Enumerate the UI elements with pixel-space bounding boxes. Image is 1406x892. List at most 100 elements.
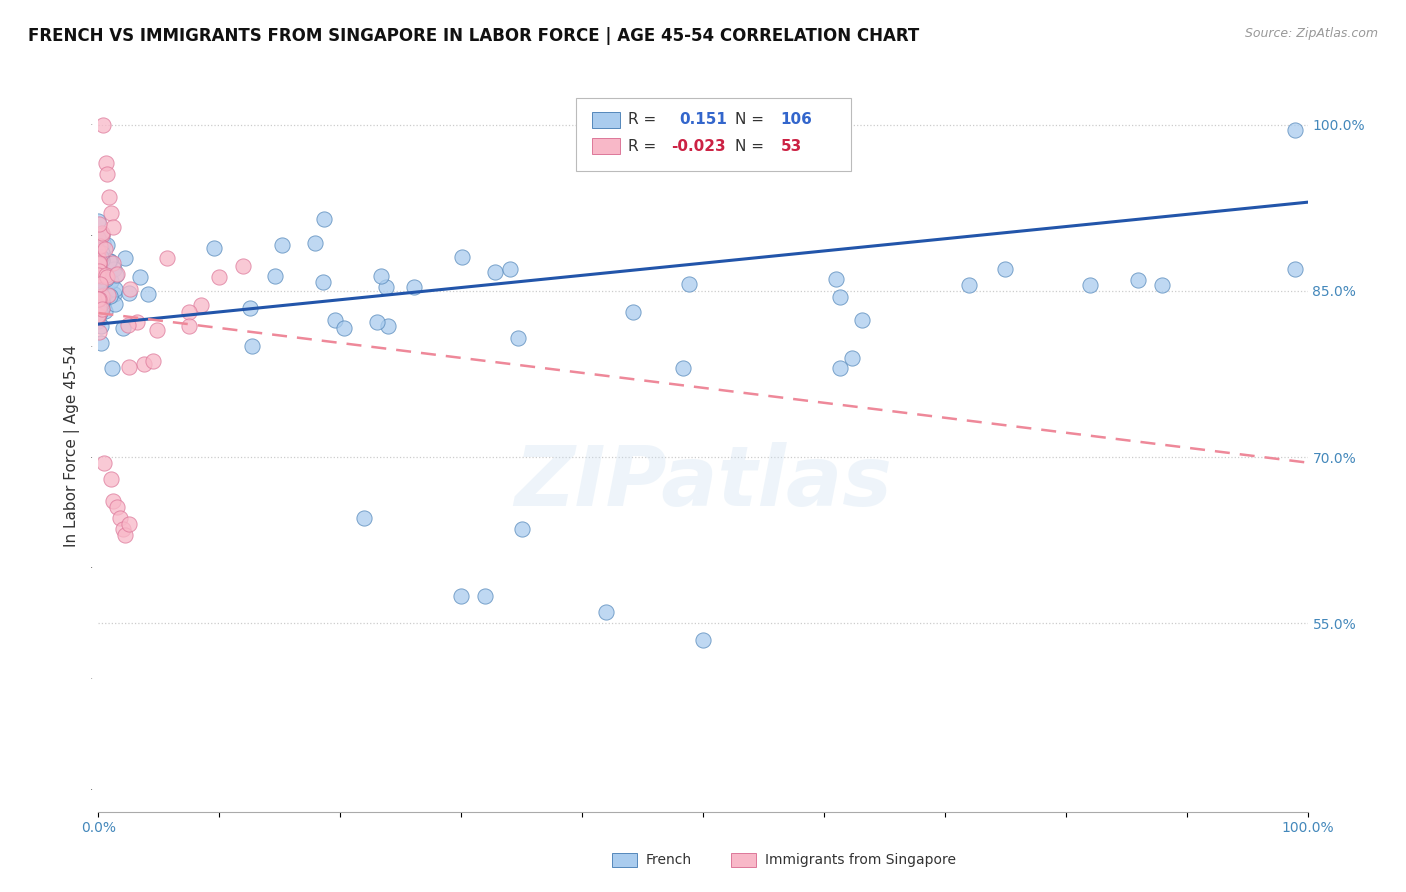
Point	[93, 242, 115, 256]
Point	[104, 268, 127, 283]
Point	[87, 308, 110, 322]
Point	[87, 314, 110, 328]
Point	[89, 295, 111, 310]
Point	[125, 316, 148, 330]
Point	[474, 589, 496, 603]
Point	[87, 325, 110, 339]
Point	[87, 281, 110, 295]
Point	[91, 273, 114, 287]
Point	[91, 228, 114, 243]
Point	[118, 286, 141, 301]
Point	[97, 288, 120, 302]
Text: ZIPatlas: ZIPatlas	[515, 442, 891, 523]
Point	[87, 262, 110, 277]
Point	[117, 318, 139, 332]
Point	[100, 206, 122, 220]
Point	[90, 283, 112, 297]
Point	[90, 335, 112, 350]
Point	[87, 255, 110, 269]
Point	[105, 267, 128, 281]
Point	[91, 272, 114, 286]
Point	[312, 211, 335, 226]
Point	[101, 220, 124, 235]
Point	[1152, 278, 1174, 293]
Point	[830, 360, 852, 375]
Point	[202, 241, 225, 255]
Point	[89, 306, 111, 320]
Point	[87, 272, 110, 286]
Point	[87, 293, 110, 307]
Point	[114, 251, 136, 265]
Point	[118, 516, 141, 531]
Point	[87, 256, 110, 270]
Point	[156, 251, 179, 265]
Point	[103, 286, 125, 301]
Point	[177, 318, 200, 333]
Point	[90, 289, 112, 303]
Point	[93, 291, 115, 305]
Text: French: French	[645, 853, 692, 867]
Point	[87, 256, 110, 270]
Point	[353, 511, 375, 525]
Point	[94, 272, 117, 286]
Point	[87, 259, 110, 273]
Point	[104, 282, 127, 296]
Point	[87, 256, 110, 270]
Point	[851, 313, 873, 327]
Point	[377, 318, 399, 333]
Point	[89, 239, 111, 253]
Point	[101, 361, 124, 376]
Y-axis label: In Labor Force | Age 45-54: In Labor Force | Age 45-54	[65, 345, 80, 547]
Point	[264, 268, 287, 283]
Point	[104, 297, 127, 311]
Point	[208, 269, 231, 284]
Point	[366, 315, 388, 329]
Point	[87, 231, 110, 245]
Point	[177, 305, 200, 319]
Point	[1284, 261, 1306, 276]
Text: 106: 106	[780, 112, 813, 127]
Text: R =: R =	[628, 139, 662, 153]
Point	[87, 244, 110, 258]
Point	[87, 288, 110, 302]
Point	[374, 279, 396, 293]
Point	[112, 321, 135, 335]
Point	[91, 294, 114, 309]
Point	[89, 250, 111, 264]
Point	[621, 304, 644, 318]
Point	[91, 245, 114, 260]
Point	[87, 264, 110, 278]
Point	[91, 298, 114, 312]
Point	[87, 298, 110, 312]
Point	[93, 456, 115, 470]
Point	[239, 301, 262, 315]
Point	[87, 307, 110, 321]
Point	[87, 257, 110, 271]
Point	[91, 118, 114, 132]
Point	[118, 282, 141, 296]
Point	[87, 217, 110, 231]
Point	[484, 265, 506, 279]
Text: R =: R =	[628, 112, 657, 127]
Text: N =: N =	[735, 112, 765, 127]
Point	[97, 254, 120, 268]
Point	[96, 168, 118, 182]
Text: 0.151: 0.151	[679, 112, 727, 127]
Point	[96, 237, 118, 252]
Point	[841, 351, 863, 365]
Point	[145, 322, 167, 336]
Point	[91, 302, 114, 317]
Text: N =: N =	[735, 139, 765, 153]
Point	[87, 305, 110, 319]
Point	[87, 292, 110, 306]
Point	[114, 527, 136, 541]
Point	[87, 277, 110, 291]
Point	[90, 253, 112, 268]
Point	[595, 605, 617, 619]
Point	[94, 304, 117, 318]
Point	[370, 268, 392, 283]
Point	[87, 300, 110, 314]
Point	[91, 299, 114, 313]
Point	[90, 319, 112, 334]
Point	[98, 189, 121, 203]
